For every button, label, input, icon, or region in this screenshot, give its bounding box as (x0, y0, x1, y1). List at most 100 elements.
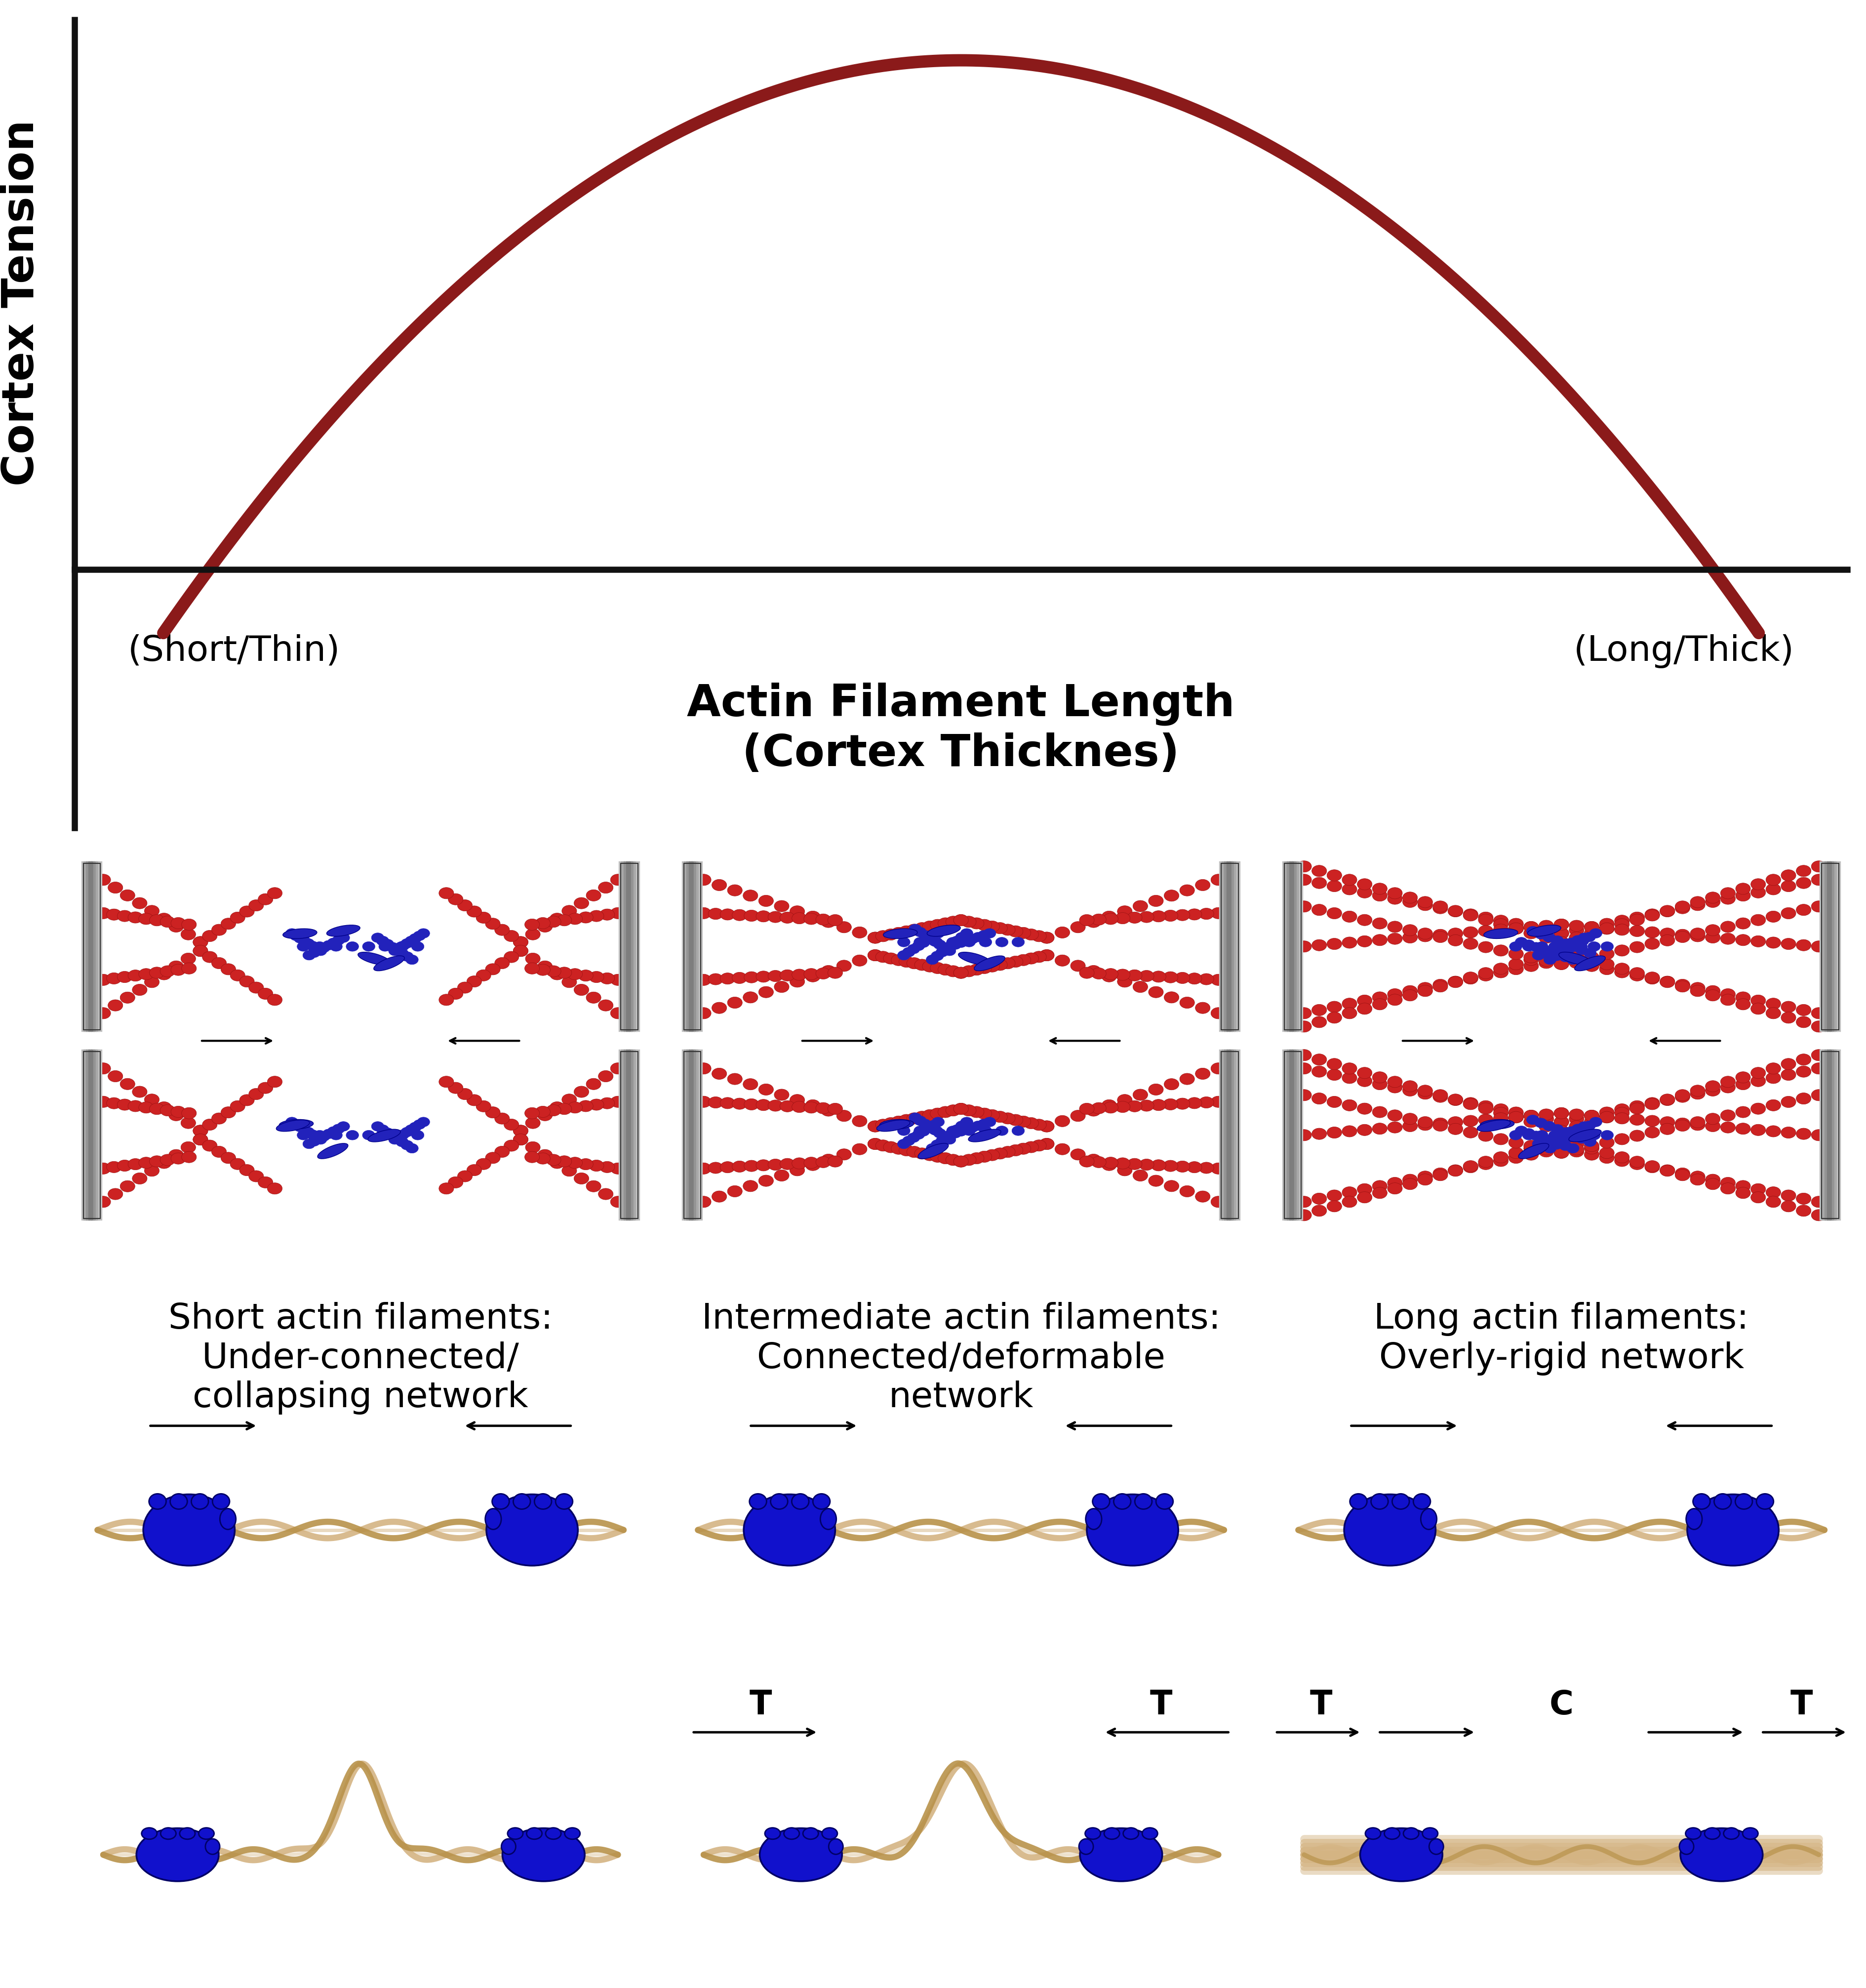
Circle shape (1584, 960, 1599, 972)
Circle shape (547, 916, 562, 928)
Circle shape (181, 962, 196, 974)
Circle shape (1588, 1131, 1601, 1139)
Circle shape (537, 1149, 552, 1161)
Circle shape (220, 964, 235, 974)
Circle shape (1297, 1008, 1312, 1020)
Circle shape (922, 960, 937, 972)
Circle shape (1614, 1151, 1629, 1163)
Circle shape (1342, 875, 1357, 885)
Circle shape (248, 982, 263, 994)
Circle shape (132, 897, 147, 909)
Circle shape (967, 1123, 978, 1133)
Circle shape (1478, 970, 1493, 982)
Circle shape (1118, 1093, 1133, 1105)
Circle shape (1297, 1064, 1312, 1074)
Circle shape (1543, 932, 1556, 942)
Circle shape (1676, 903, 1691, 914)
Ellipse shape (280, 1119, 313, 1129)
Circle shape (1015, 954, 1030, 966)
Circle shape (1418, 1171, 1433, 1183)
Circle shape (836, 1149, 851, 1161)
Circle shape (1558, 1129, 1571, 1139)
Ellipse shape (1080, 1829, 1163, 1881)
Circle shape (1554, 1133, 1569, 1145)
Circle shape (1629, 914, 1644, 926)
Circle shape (1433, 1119, 1448, 1131)
Circle shape (774, 982, 789, 992)
Ellipse shape (1704, 1827, 1720, 1839)
Circle shape (239, 1165, 254, 1175)
Circle shape (968, 1153, 983, 1165)
Circle shape (1463, 938, 1478, 950)
Circle shape (1071, 960, 1086, 972)
Circle shape (494, 958, 509, 968)
Circle shape (791, 912, 806, 924)
Ellipse shape (556, 1493, 573, 1509)
Circle shape (138, 1101, 153, 1113)
Circle shape (1092, 1157, 1107, 1167)
Circle shape (1564, 1133, 1577, 1141)
Circle shape (961, 1117, 972, 1127)
Circle shape (1508, 948, 1523, 960)
Circle shape (1584, 1141, 1599, 1151)
Circle shape (172, 1153, 187, 1165)
Circle shape (696, 907, 711, 918)
Circle shape (1750, 1004, 1765, 1014)
Circle shape (815, 1157, 830, 1167)
Circle shape (1478, 1113, 1493, 1125)
Circle shape (1812, 1008, 1827, 1020)
Circle shape (466, 1165, 481, 1175)
Circle shape (1539, 1145, 1554, 1157)
Circle shape (1000, 1147, 1015, 1157)
Circle shape (909, 1113, 922, 1123)
Circle shape (1812, 875, 1827, 885)
Circle shape (1599, 948, 1614, 960)
Circle shape (1644, 1127, 1659, 1137)
Circle shape (1448, 905, 1463, 916)
Circle shape (1187, 1161, 1202, 1173)
Circle shape (172, 916, 187, 928)
Circle shape (1554, 1143, 1569, 1153)
Circle shape (1342, 1125, 1357, 1137)
Circle shape (409, 934, 422, 942)
Circle shape (181, 952, 196, 964)
Circle shape (1101, 970, 1116, 982)
Circle shape (590, 1099, 605, 1111)
Circle shape (1297, 1197, 1312, 1207)
Circle shape (1554, 1125, 1569, 1137)
Text: T: T (1149, 1688, 1172, 1722)
Text: Intermediate actin filaments:
Connected/deformable
network: Intermediate actin filaments: Connected/… (702, 1302, 1220, 1415)
Circle shape (1553, 1131, 1564, 1141)
Circle shape (1463, 926, 1478, 938)
Circle shape (1629, 1129, 1644, 1141)
Ellipse shape (1558, 952, 1592, 964)
Circle shape (1539, 1139, 1554, 1149)
Circle shape (1750, 887, 1765, 899)
Circle shape (330, 942, 341, 952)
Circle shape (968, 1105, 983, 1117)
Circle shape (745, 911, 759, 920)
Circle shape (1032, 1119, 1047, 1131)
Circle shape (1750, 914, 1765, 926)
Circle shape (1079, 914, 1093, 926)
Circle shape (1735, 1181, 1750, 1191)
Circle shape (1138, 1099, 1153, 1111)
Circle shape (524, 1151, 539, 1163)
Circle shape (829, 914, 843, 926)
Circle shape (599, 1097, 614, 1109)
Circle shape (1357, 1004, 1372, 1014)
Circle shape (745, 1099, 759, 1109)
Ellipse shape (192, 1493, 209, 1509)
Circle shape (1614, 924, 1629, 936)
Circle shape (967, 934, 978, 944)
Circle shape (338, 932, 349, 942)
Circle shape (1433, 1089, 1448, 1101)
Circle shape (1478, 1101, 1493, 1111)
Ellipse shape (1681, 1829, 1763, 1881)
Circle shape (1388, 994, 1403, 1006)
Circle shape (806, 1159, 821, 1171)
Circle shape (1691, 1119, 1706, 1131)
Circle shape (1478, 924, 1493, 936)
Circle shape (1327, 909, 1342, 918)
Circle shape (1691, 930, 1706, 942)
